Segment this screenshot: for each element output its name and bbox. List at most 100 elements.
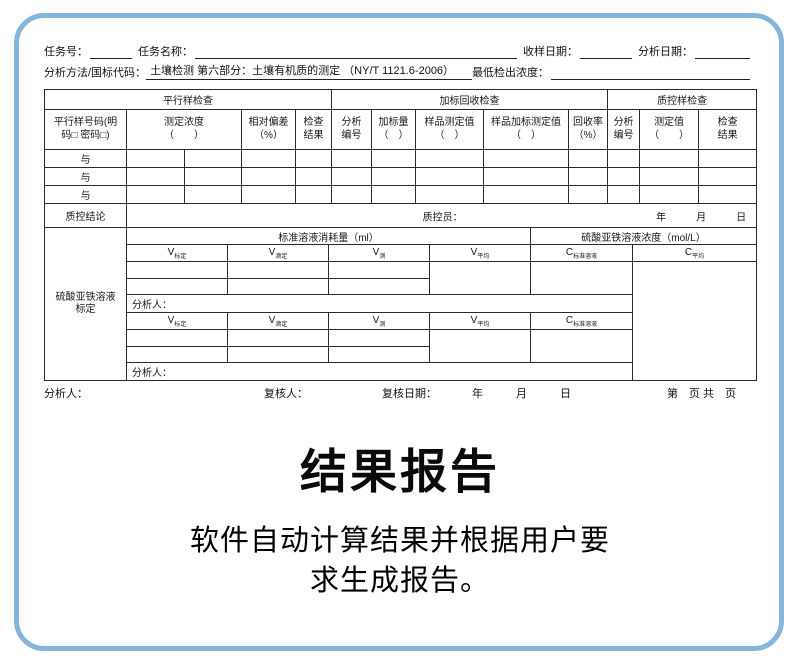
empty-cell [241,167,296,186]
task-no-label: 任务号： [44,46,88,58]
relative-deviation-header: 相对偏差 （%） [241,109,296,150]
empty-cell [184,149,242,168]
qc-conclusion-cell: 质控员： 年 月 日 [125,203,758,228]
empty-cell [639,185,700,204]
empty-cell [126,278,228,295]
qc-date-label: 年 月 日 [656,212,747,223]
form-header-line1: 任务号： 任务名称： 收样日期： 分析日期： [44,42,756,59]
method-value: 土壤检测 第六部分：土壤有机质的测定 （NY/T 1121.6-2006） [146,62,473,80]
empty-cell [294,185,333,204]
empty-cell [227,329,329,347]
result-report-title: 结果报告 [300,445,500,498]
empty-cell [126,329,228,347]
empty-cell [530,261,633,295]
empty-cell [530,329,633,363]
v-ce-header: V测 [328,312,430,330]
analysis-no-header: 分析 编号 [331,109,373,150]
empty-cell [227,278,329,295]
empty-cell [415,149,485,168]
empty-cell [698,149,758,168]
empty-cell [184,167,242,186]
empty-cell [568,149,609,168]
v-biaoding-header: V标定 [126,244,228,262]
empty-cell [607,149,641,168]
check-result-header-2: 检查 结果 [698,109,758,150]
empty-cell [698,185,758,204]
empty-cell [607,167,641,186]
receive-date-blank [580,46,632,59]
method-label: 分析方法/国标代码： [44,67,147,79]
result-report-description: 软件自动计算结果并根据用户要求生成报告。 [190,525,611,598]
measured-concentration-header: 测定浓度 （ ） [126,109,242,150]
v-pingjun-header: V平均 [429,244,531,262]
v-pingjun-header: V平均 [429,312,531,330]
empty-cell [126,149,185,168]
recovery-rate-header: 回收率 （%） [568,109,609,150]
empty-cell [483,167,570,186]
data-row-2: 与 [44,167,758,186]
standard-solution-consumption-header: 标准溶液消耗量（ml） [126,227,531,245]
empty-cell [241,149,296,168]
group-spike-recovery-check: 加标回收检查 [331,89,609,110]
receive-date-label: 收样日期： [523,46,578,58]
qc-conclusion-row: 质控结论 质控员： 年 月 日 [44,203,758,228]
analyst-label: 分析人： [126,362,633,381]
empty-cell [698,167,758,186]
data-row-3: 与 [44,185,758,204]
qc-conclusion-label: 质控结论 [44,203,127,228]
empty-cell [328,329,430,347]
empty-cell [568,167,609,186]
form-header-line2: 分析方法/国标代码： 土壤检测 第六部分：土壤有机质的测定 （NY/T 1121… [44,63,756,80]
empty-cell [126,261,228,279]
empty-cell [331,185,373,204]
c-pingjun-header: C平均 [631,244,758,262]
empty-cell [184,185,242,204]
empty-cell [227,261,329,279]
empty-cell [429,329,531,363]
analysis-no-header-2: 分析 编号 [607,109,641,150]
empty-cell [241,185,296,204]
spiked-sample-value-header: 样品加标测定值 （ ） [483,109,570,150]
group-header-row: 平行样检查 加标回收检查 质控样检查 [43,89,758,110]
analyst-label: 分析人： [126,294,633,313]
empty-cell [328,261,430,279]
empty-cell [568,185,609,204]
min-detect-blank [551,67,750,80]
form-sheet: 任务号： 任务名称： 收样日期： 分析日期： 分析方法/国标代码： 土壤检测 第… [43,42,758,401]
form-footer-line: 分析人： 复核人： 复核日期： 年 月 日 第 页 共 页 [44,385,756,401]
c-standard-solution-header: C标准溶液 [530,312,633,330]
empty-cell [371,167,417,186]
empty-cell [483,185,570,204]
std-vheader-row-1: V标定 V滴定 V测 V平均 C标准溶液 C平均 [45,244,758,262]
empty-cell [328,346,430,363]
empty-cell [371,149,417,168]
v-diding-header: V滴定 [227,312,329,330]
analysis-date-label: 分析日期： [638,46,693,58]
v-diding-header: V滴定 [227,244,329,262]
empty-cell [227,346,329,363]
empty-cell [639,167,700,186]
std-data-row [45,346,757,363]
c-standard-solution-header: C标准溶液 [530,244,633,262]
footer-ymd-label: 年 月 日 [472,388,571,400]
ferrous-sulfate-standardization-label: 硫酸亚铁溶液 标定 [44,227,127,381]
measured-value-header: 测定值 （ ） [639,109,700,150]
std-data-row [45,261,758,381]
std-group-row: 硫酸亚铁溶液 标定 标准溶液消耗量（ml） 硫酸亚铁溶液浓度（mol/L） [44,227,758,381]
group-qc-sample-check: 质控样检查 [607,89,758,110]
empty-cell [331,149,373,168]
empty-cell [126,185,185,204]
analysis-date-blank [695,46,750,59]
sample-value-header: 样品测定值 （ ） [415,109,485,150]
empty-cell [415,185,485,204]
std-analyst-row-2: 分析人： [45,362,757,381]
v-ce-header: V测 [328,244,430,262]
empty-cell [639,149,700,168]
check-result-header: 检查 结果 [294,109,333,150]
group-parallel-check: 平行样检查 [43,89,333,110]
task-no-blank [90,46,132,59]
empty-cell [483,149,570,168]
column-header-row: 平行样号码(明 码□ 密码□) 测定浓度 （ ） 相对偏差 （%） 检查 结果 … [44,109,758,150]
ferrous-sulfate-concentration-header: 硫酸亚铁溶液浓度（mol/L） [529,227,758,245]
v-biaoding-header: V标定 [126,312,228,330]
